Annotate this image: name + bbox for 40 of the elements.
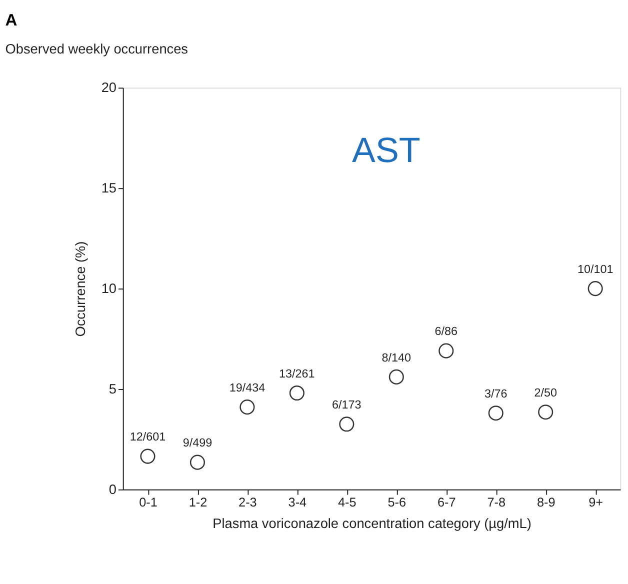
x-tick-label: 9+ <box>588 496 604 510</box>
x-tick-label: 8-9 <box>536 496 556 510</box>
y-tick-label: 5 <box>108 381 117 396</box>
x-tick-label: 6-7 <box>437 496 456 510</box>
x-tick-label: 4-5 <box>338 496 356 510</box>
chart-subtitle: Observed weekly occurrences <box>5 42 188 57</box>
chart-title: A <box>5 10 18 30</box>
point <box>388 369 404 384</box>
annotation: AST <box>352 130 420 170</box>
data-label: 2/50 <box>534 386 558 400</box>
x-tick-label: 5-6 <box>388 496 406 510</box>
x-tick-label: 0-1 <box>139 496 158 510</box>
y-tick-label: 20 <box>101 80 117 96</box>
y-tick-label: 15 <box>101 180 117 196</box>
point <box>339 416 354 432</box>
point <box>140 448 156 464</box>
data-label: 10/101 <box>577 262 614 276</box>
point <box>438 343 454 358</box>
y-axis-title: Occurrence (%) <box>72 241 88 337</box>
data-label: 6/86 <box>434 325 458 338</box>
x-tick-label: 1-2 <box>188 496 208 510</box>
data-label: 6/173 <box>332 398 362 412</box>
x-tick-label: 7-8 <box>487 496 506 510</box>
point <box>289 385 304 401</box>
data-label: 19/434 <box>229 381 266 394</box>
data-label: 12/601 <box>130 430 166 444</box>
point <box>488 406 504 421</box>
point <box>240 400 255 415</box>
y-tick-label: 0 <box>108 482 117 497</box>
data-label: 8/140 <box>382 351 412 364</box>
data-label: 13/261 <box>279 367 315 380</box>
x-axis-title: Plasma voriconazole concentration category (µg/mL) <box>212 516 532 531</box>
x-tick-label: 2-3 <box>238 496 257 510</box>
data-label: 9/499 <box>182 436 212 450</box>
data-label: 3/76 <box>484 387 508 400</box>
point <box>538 404 554 420</box>
x-tick-label: 3-4 <box>288 496 307 510</box>
y-tick-label: 10 <box>101 280 117 296</box>
point <box>588 281 603 296</box>
point <box>190 454 205 470</box>
